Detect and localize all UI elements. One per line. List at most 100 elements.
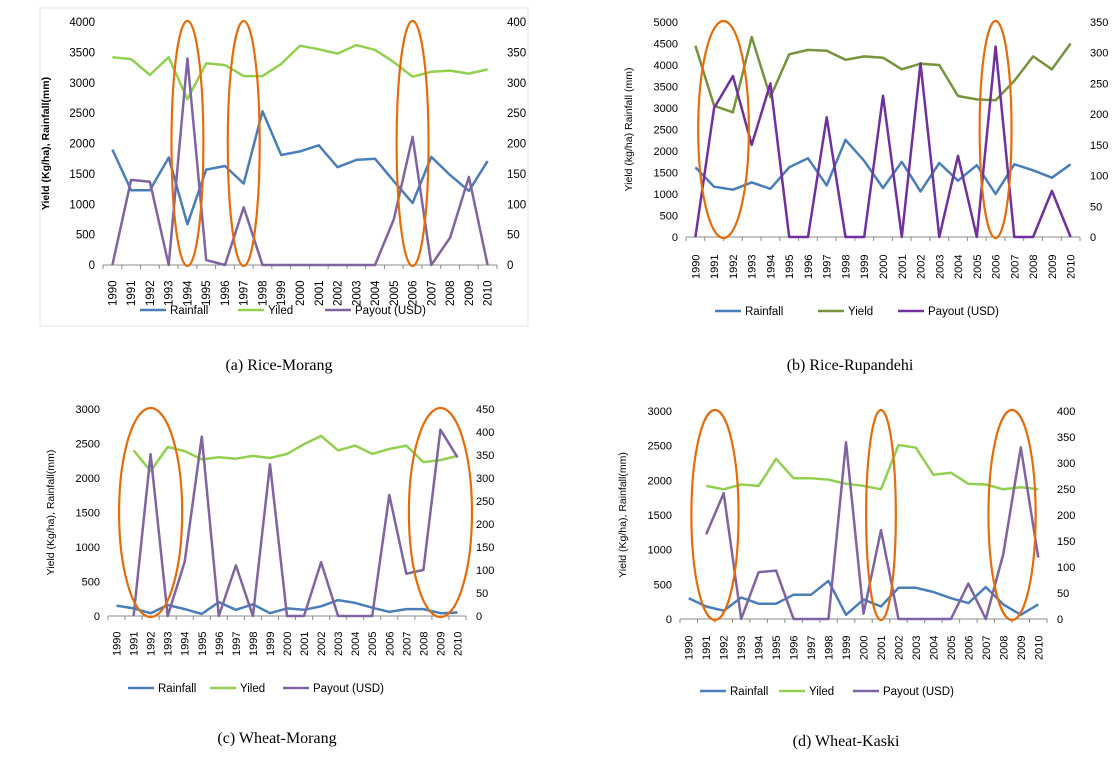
x-tick-label: 1999 bbox=[276, 280, 288, 306]
y-tick-label: 2500 bbox=[69, 108, 95, 120]
x-tick-label: 1999 bbox=[859, 255, 871, 279]
x-tick-label: 2009 bbox=[464, 280, 476, 306]
y2-tick-label: 350 bbox=[1090, 17, 1108, 29]
highlight-ellipse bbox=[690, 408, 740, 622]
y-tick-label: 4000 bbox=[654, 60, 678, 72]
series-line bbox=[694, 45, 1072, 239]
highlight-ellipse bbox=[987, 408, 1037, 622]
y2-tick-label: 150 bbox=[1057, 536, 1075, 548]
x-tick-label: 2006 bbox=[963, 636, 975, 660]
y-tick-label: 5000 bbox=[654, 17, 678, 29]
panel-frame bbox=[39, 7, 529, 327]
x-tick-label: 1997 bbox=[231, 632, 243, 656]
x-tick-label: 1993 bbox=[163, 632, 175, 656]
y2-tick-label: 350 bbox=[507, 47, 526, 59]
y2-tick-label: 0 bbox=[507, 260, 513, 272]
chart-panel-d: 0 500 1000 1500 2000 2500 3000 0 50 100 150 200 250 3… bbox=[617, 406, 1075, 698]
x-tick-label: 2008 bbox=[418, 632, 430, 656]
y-tick-label: 3000 bbox=[648, 406, 672, 418]
x-tick-label: 1994 bbox=[182, 280, 194, 306]
x-tick-label: 2005 bbox=[367, 632, 379, 656]
y-tick-label: 1000 bbox=[654, 189, 678, 201]
x-tick-label: 2000 bbox=[295, 280, 307, 306]
x-tick-label: 2002 bbox=[916, 255, 928, 279]
x-tick-label: 1993 bbox=[736, 636, 748, 660]
y-axis-title: Yield (Kg/ha), Rainfall(mm) bbox=[40, 77, 52, 210]
y2-tick-label: 400 bbox=[507, 17, 526, 29]
y-tick-label: 500 bbox=[82, 577, 100, 589]
y2-tick-label: 300 bbox=[476, 473, 494, 485]
legend-label: Payout (USD) bbox=[928, 306, 999, 318]
x-tick-label: 2001 bbox=[299, 632, 311, 656]
x-tick-label: 1991 bbox=[709, 255, 721, 279]
x-tick-label: 1996 bbox=[214, 632, 226, 656]
legend-label: Yield bbox=[848, 306, 873, 318]
x-tick-label: 1998 bbox=[248, 632, 260, 656]
y2-tick-label: 150 bbox=[476, 542, 494, 554]
x-tick-label: 2007 bbox=[426, 280, 438, 306]
legend-label: Payout (USD) bbox=[355, 305, 426, 317]
x-tick-label: 1994 bbox=[180, 632, 192, 656]
x-tick-label: 2000 bbox=[878, 255, 890, 279]
x-tick-label: 2001 bbox=[314, 280, 326, 306]
y2-tick-label: 50 bbox=[476, 588, 488, 600]
y2-tick-label: 150 bbox=[507, 169, 526, 181]
highlight-ellipse bbox=[865, 408, 897, 622]
series-line bbox=[694, 35, 1072, 114]
y2-tick-label: 250 bbox=[1090, 78, 1108, 90]
x-tick-label: 2002 bbox=[316, 632, 328, 656]
y2-tick-label: 100 bbox=[476, 565, 494, 577]
y2-tick-label: 400 bbox=[1057, 406, 1075, 418]
x-tick-label: 2008 bbox=[445, 280, 457, 306]
x-tick-label: 1996 bbox=[220, 280, 232, 306]
x-tick-label: 2006 bbox=[991, 255, 1003, 279]
x-tick-label: 2004 bbox=[350, 632, 362, 656]
x-tick-label: 2010 bbox=[1066, 255, 1078, 279]
highlight-ellipse bbox=[226, 19, 261, 268]
x-tick-label: 2000 bbox=[859, 636, 871, 660]
y-tick-label: 1000 bbox=[76, 542, 100, 554]
x-tick-label: 1995 bbox=[197, 632, 209, 656]
x-tick-label: 2007 bbox=[401, 632, 413, 656]
x-tick-label: 2001 bbox=[897, 255, 909, 279]
x-tick-label: 1991 bbox=[126, 280, 138, 306]
legend-label: Rainfall bbox=[745, 306, 783, 318]
y2-tick-label: 250 bbox=[476, 496, 494, 508]
y-tick-label: 500 bbox=[76, 230, 95, 242]
caption-a: (a) Rice-Morang bbox=[225, 357, 333, 374]
legend-label: Payout (USD) bbox=[313, 683, 384, 695]
y-tick-label: 0 bbox=[666, 614, 672, 626]
x-tick-label: 2007 bbox=[1009, 255, 1021, 279]
x-tick-label: 2005 bbox=[946, 636, 958, 660]
x-tick-label: 2010 bbox=[1033, 636, 1045, 660]
x-tick-label: 2002 bbox=[333, 280, 345, 306]
x-tick-label: 2004 bbox=[928, 636, 940, 660]
y2-tick-label: 300 bbox=[507, 78, 526, 90]
x-tick-label: 2003 bbox=[934, 255, 946, 279]
x-tick-label: 1992 bbox=[145, 280, 157, 306]
x-tick-label: 2003 bbox=[333, 632, 345, 656]
y-tick-label: 3500 bbox=[69, 47, 95, 59]
y-tick-label: 3000 bbox=[654, 103, 678, 115]
y-tick-label: 1500 bbox=[648, 510, 672, 522]
y-axis-title: Yield (Kg/ha), Rainfall(mm) bbox=[617, 452, 629, 578]
y-tick-label: 0 bbox=[672, 232, 678, 244]
series-line bbox=[132, 428, 459, 618]
x-tick-label: 2007 bbox=[981, 636, 993, 660]
y2-tick-label: 300 bbox=[1057, 458, 1075, 470]
y-tick-label: 2500 bbox=[76, 439, 100, 451]
x-tick-label: 2000 bbox=[282, 632, 294, 656]
y-tick-label: 2000 bbox=[648, 475, 672, 487]
x-tick-label: 1993 bbox=[747, 255, 759, 279]
y2-tick-label: 100 bbox=[1057, 562, 1075, 574]
x-tick-label: 2008 bbox=[998, 636, 1010, 660]
y-tick-label: 1000 bbox=[648, 545, 672, 557]
y-tick-label: 1500 bbox=[76, 508, 100, 520]
legend-label: Rainfall bbox=[730, 686, 768, 698]
y2-tick-label: 100 bbox=[507, 199, 526, 211]
chart-panel-a: 0 500 1000 1500 2000 2500 3000 3500 4000 0 50 100 15… bbox=[39, 7, 529, 327]
y-tick-label: 2000 bbox=[76, 473, 100, 485]
y2-tick-label: 0 bbox=[1090, 232, 1096, 244]
x-tick-label: 2009 bbox=[1047, 255, 1059, 279]
chart-panel-c: 0 500 1000 1500 2000 2500 3000 0 50 100 150 200 250 3… bbox=[45, 404, 494, 695]
